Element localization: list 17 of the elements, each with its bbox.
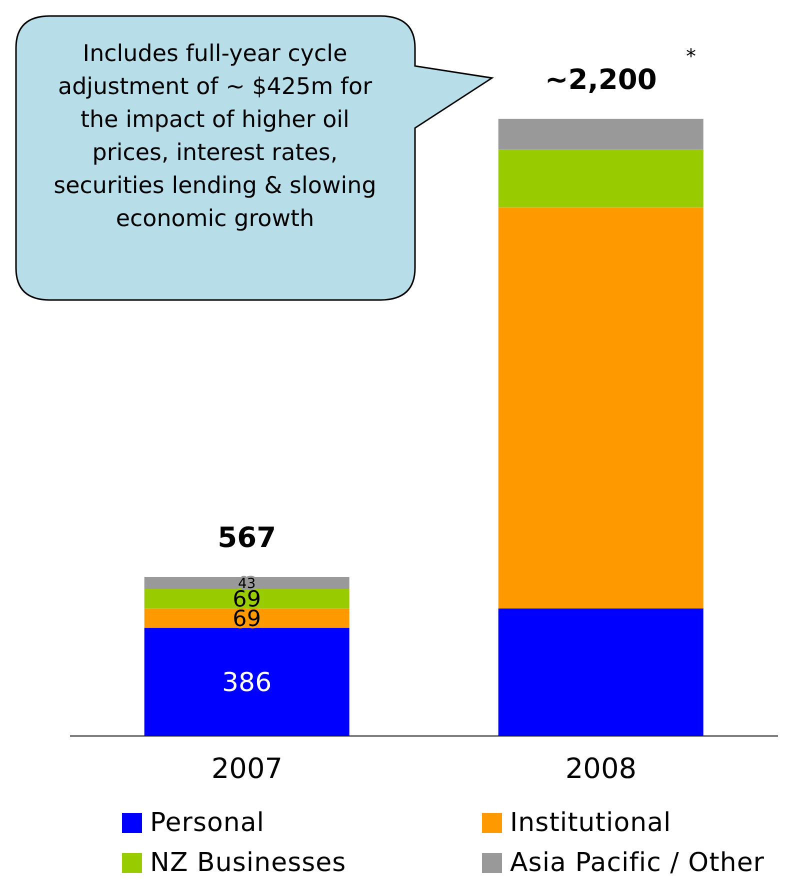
total-label: 567: [218, 520, 276, 554]
x-tick-label: 2007: [211, 752, 283, 785]
bar: [498, 608, 704, 736]
x-tick-label: 2008: [565, 752, 637, 785]
annotation: Includes full-year cycle adjustment of ~ $425m for the impact of higher oil prices, interest rates, securities lending & slowing economic growth: [52, 40, 378, 234]
legend-label: Asia Pacific / Other: [510, 848, 764, 878]
bar: [498, 118, 704, 150]
bar: [144, 628, 350, 736]
total-label: ~2,200: [544, 62, 657, 96]
text: *: [686, 44, 696, 68]
data-label: 386: [222, 668, 272, 698]
bar: [498, 207, 704, 608]
legend-label: Personal: [150, 808, 265, 838]
bar: [144, 576, 350, 590]
legend-label: Institutional: [510, 808, 672, 838]
legend-label: NZ Businesses: [150, 848, 346, 878]
bar: [498, 150, 704, 208]
